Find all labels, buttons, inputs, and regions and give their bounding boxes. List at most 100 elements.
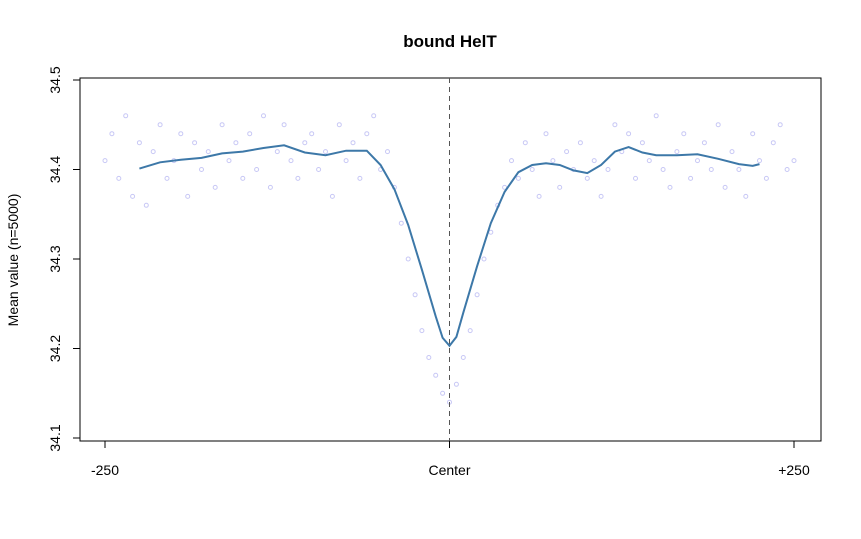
data-point — [109, 131, 115, 137]
y-tick-label: 34.4 — [47, 156, 63, 183]
y-tick-label: 34.5 — [47, 66, 63, 93]
data-point — [233, 140, 239, 146]
data-point — [791, 158, 797, 164]
data-point — [323, 149, 328, 155]
data-point — [185, 193, 191, 199]
data-point — [412, 292, 418, 298]
data-point — [419, 328, 425, 334]
data-point — [357, 175, 363, 181]
data-point — [688, 175, 694, 181]
data-point — [591, 158, 597, 164]
data-point — [440, 390, 446, 396]
data-point — [371, 113, 377, 119]
data-point — [295, 175, 301, 181]
chart-title: bound HelT — [403, 32, 497, 51]
data-point — [164, 175, 170, 181]
data-point — [757, 158, 762, 164]
data-point — [157, 122, 163, 128]
data-point — [653, 113, 659, 119]
data-point — [136, 140, 142, 146]
data-point — [626, 131, 632, 137]
x-axis: -250 Center +250 — [91, 441, 810, 478]
data-point — [143, 202, 149, 208]
data-point — [453, 381, 459, 387]
data-point — [743, 193, 749, 199]
data-point — [605, 167, 611, 172]
data-point — [302, 140, 308, 146]
data-point — [660, 167, 666, 172]
data-point — [219, 122, 225, 128]
smooth-line — [139, 144, 760, 348]
y-tick-label: 34.1 — [47, 424, 63, 451]
data-point — [750, 131, 756, 137]
data-point — [633, 175, 638, 181]
data-point — [536, 193, 542, 199]
data-point — [639, 140, 645, 146]
data-point — [178, 131, 184, 137]
data-point — [274, 149, 280, 155]
data-point — [460, 355, 466, 360]
data-point — [515, 175, 521, 181]
data-point — [681, 131, 687, 137]
data-point — [543, 131, 549, 137]
data-point — [550, 158, 556, 164]
data-point — [426, 355, 432, 360]
data-point — [405, 256, 411, 262]
plot-frame — [79, 77, 822, 442]
data-point — [509, 158, 514, 164]
data-point — [102, 158, 108, 164]
data-point — [130, 193, 136, 199]
data-point — [715, 122, 721, 128]
data-point — [701, 140, 707, 146]
y-axis-label: Mean value (n=5000) — [5, 194, 21, 327]
data-point — [364, 131, 370, 137]
data-point — [674, 149, 680, 155]
data-point — [433, 372, 439, 378]
points-layer — [102, 113, 797, 405]
data-point — [481, 256, 487, 262]
data-point — [763, 175, 769, 181]
data-point — [667, 184, 673, 190]
data-point — [770, 140, 776, 146]
data-point — [708, 167, 714, 172]
data-point — [564, 149, 570, 155]
data-point — [254, 167, 260, 172]
data-point — [309, 131, 315, 137]
data-point — [343, 158, 349, 164]
x-tick-label: +250 — [778, 462, 810, 478]
data-point — [695, 158, 700, 164]
data-point — [584, 175, 590, 181]
data-point — [529, 167, 535, 172]
data-point — [199, 167, 204, 172]
data-point — [646, 158, 652, 164]
data-point — [205, 149, 211, 155]
data-point — [612, 122, 618, 128]
data-point — [598, 193, 604, 199]
data-point — [281, 122, 287, 128]
data-point — [329, 193, 335, 199]
data-point — [192, 140, 198, 146]
data-point — [522, 140, 528, 146]
data-point — [350, 140, 356, 146]
data-point — [261, 113, 266, 119]
data-point — [288, 158, 294, 164]
data-point — [722, 184, 728, 190]
x-tick-label: -250 — [91, 462, 119, 478]
data-point — [729, 149, 735, 155]
data-point — [777, 122, 783, 128]
data-point — [784, 167, 790, 172]
data-point — [336, 122, 342, 128]
y-tick-label: 34.2 — [47, 335, 63, 362]
data-point — [212, 184, 218, 190]
data-point — [226, 158, 232, 164]
data-point — [240, 175, 246, 181]
data-point — [123, 113, 129, 119]
data-point — [398, 220, 404, 226]
data-point — [577, 140, 583, 146]
x-tick-label: Center — [428, 462, 470, 478]
data-point — [150, 149, 156, 155]
data-point — [736, 167, 742, 172]
data-point — [116, 175, 122, 181]
data-point — [474, 292, 480, 298]
